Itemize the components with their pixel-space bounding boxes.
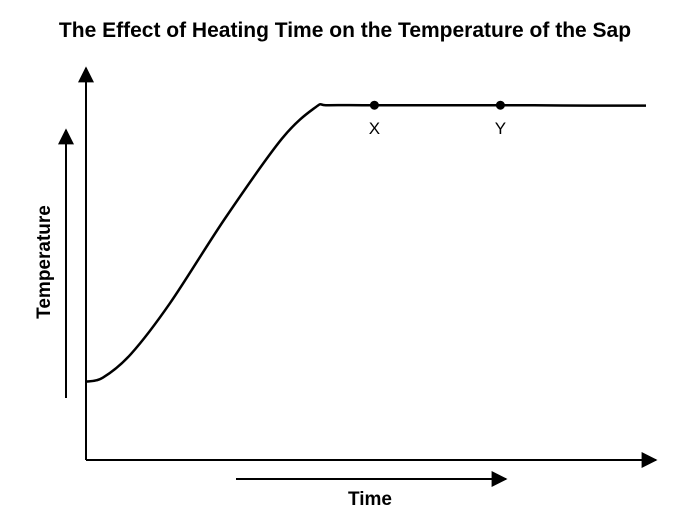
point-y-marker xyxy=(495,100,505,110)
point-x-label: X xyxy=(369,119,380,138)
point-x-marker xyxy=(369,100,379,110)
chart-title: The Effect of Heating Time on the Temper… xyxy=(58,19,632,42)
temperature-series-line xyxy=(85,102,647,383)
x-axis-label: Time xyxy=(347,489,392,510)
y-axis-label: Temperature xyxy=(34,205,55,319)
point-y-label: Y xyxy=(495,119,506,138)
